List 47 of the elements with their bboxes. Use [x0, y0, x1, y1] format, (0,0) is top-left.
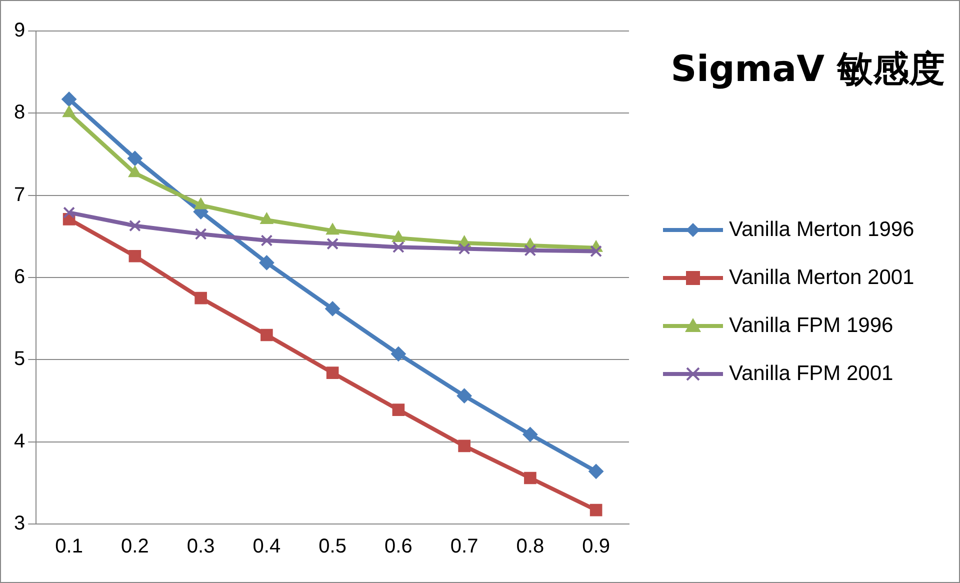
point [392, 230, 405, 242]
x-tick-label: 0.7 [450, 536, 478, 558]
point [259, 255, 274, 270]
y-tick-label: 5 [14, 348, 26, 370]
x-tick-label: 0.6 [384, 536, 412, 558]
legend-label: Vanilla FPM 2001 [729, 362, 894, 386]
point [524, 472, 536, 484]
point [260, 234, 273, 246]
y-tick-label: 3 [14, 512, 26, 535]
point [325, 301, 340, 316]
point [392, 241, 404, 254]
legend-label: Vanilla Merton 1996 [729, 218, 914, 242]
x-tick-label: 0.9 [582, 536, 610, 558]
x-tick-label: 0.3 [186, 536, 215, 558]
x-tick-label: 0.8 [516, 536, 544, 558]
y-tick-label: 6 [14, 266, 26, 288]
point [326, 238, 339, 250]
point [390, 346, 406, 362]
text: SigmaV 敏感度 [670, 48, 945, 92]
x-tick-label: 0.5 [318, 536, 346, 558]
x-tick-label: 0.2 [121, 536, 149, 558]
point [128, 250, 142, 262]
y-tick-label: 8 [14, 102, 26, 124]
legend-label: Vanilla Merton 2001 [729, 266, 914, 290]
y-tick-label: 4 [14, 430, 26, 452]
point [194, 228, 207, 240]
point [260, 328, 273, 342]
point [458, 440, 470, 452]
point [194, 292, 207, 304]
y-tick-label: 9 [14, 20, 26, 42]
point [590, 245, 602, 258]
point [127, 150, 142, 166]
point [63, 206, 76, 219]
point [392, 404, 405, 416]
x-tick-label: 0.1 [55, 536, 83, 558]
point [590, 504, 602, 516]
x-tick-label: 0.4 [252, 536, 281, 558]
point [128, 220, 141, 232]
legend-label: Vanilla FPM 1996 [729, 314, 894, 338]
point [522, 426, 538, 442]
point [62, 92, 77, 107]
point [456, 388, 472, 404]
point [524, 244, 536, 256]
y-tick-label: 7 [14, 184, 26, 206]
point [326, 366, 339, 379]
point [588, 464, 604, 479]
point [458, 242, 470, 255]
